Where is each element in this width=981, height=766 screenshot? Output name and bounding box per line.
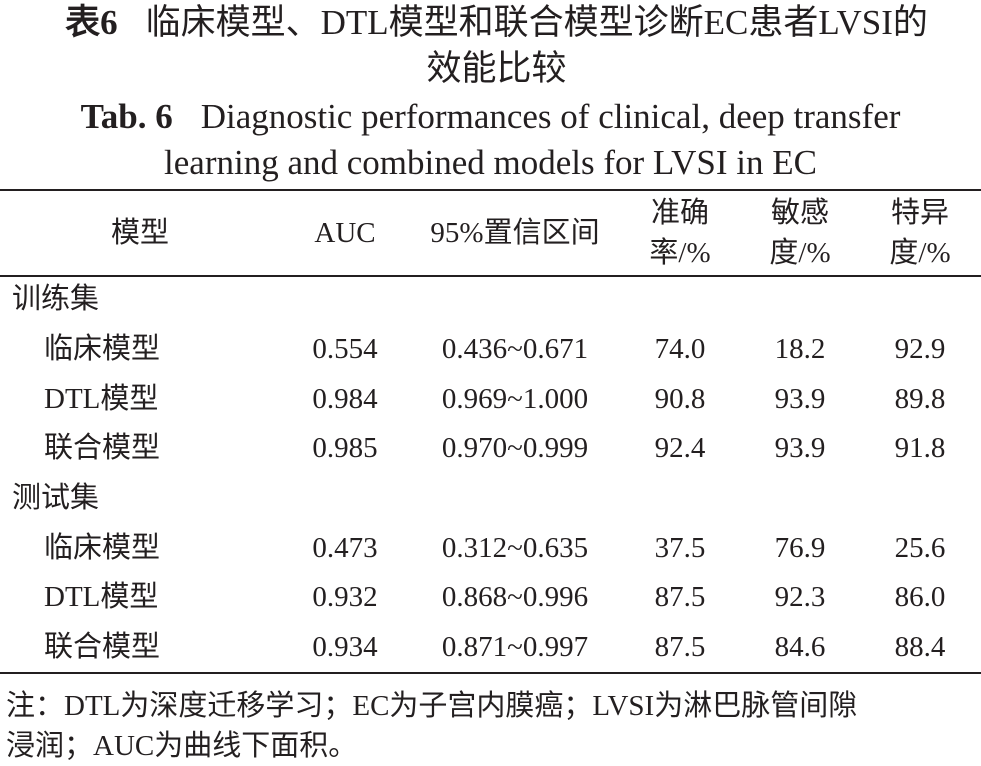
row-sensitivity: 84.6	[774, 631, 826, 663]
table-bottom-rule	[0, 672, 981, 674]
table-note-line2: 浸润；AUC为曲线下面积。	[6, 730, 358, 762]
row-specificity: 91.8	[894, 432, 946, 464]
caption-en-line2: learning and combined models for LVSI in…	[164, 143, 817, 182]
header-specificity-2: 度/%	[889, 237, 951, 269]
row-model: DTL模型	[44, 383, 159, 415]
row-sensitivity: 76.9	[774, 532, 826, 564]
row-ci: 0.312~0.635	[441, 532, 589, 564]
caption-cn-title-1: 临床模型、DTL模型和联合模型诊断EC患者LVSI的	[145, 3, 928, 42]
header-ci: 95%置信区间	[430, 217, 600, 249]
row-specificity: 88.4	[894, 631, 946, 663]
row-ci: 0.969~1.000	[441, 383, 589, 415]
row-auc: 0.554	[312, 333, 378, 365]
row-accuracy: 74.0	[654, 333, 706, 365]
table-top-rule	[0, 189, 981, 191]
caption-cn-line2: 效能比较	[426, 49, 567, 88]
caption-cn-label: 表6	[65, 3, 118, 42]
row-accuracy: 92.4	[654, 432, 706, 464]
header-auc: AUC	[314, 217, 376, 249]
table-header-rule	[0, 275, 981, 277]
row-specificity: 25.6	[894, 532, 946, 564]
row-auc: 0.473	[312, 532, 378, 564]
row-specificity: 89.8	[894, 383, 946, 415]
group-label-train: 训练集	[12, 283, 100, 315]
row-auc: 0.934	[312, 631, 378, 663]
row-sensitivity: 93.9	[774, 383, 826, 415]
header-accuracy-1: 准确	[650, 197, 709, 229]
caption-en-label: Tab. 6	[80, 97, 173, 136]
row-accuracy: 87.5	[654, 581, 706, 613]
caption-en-line1: Tab. 6 Diagnostic performances of clinica…	[0, 94, 981, 140]
row-sensitivity: 93.9	[774, 432, 826, 464]
row-ci: 0.871~0.997	[441, 631, 589, 663]
row-ci: 0.868~0.996	[441, 581, 589, 613]
row-specificity: 92.9	[894, 333, 946, 365]
row-auc: 0.984	[312, 383, 378, 415]
group-label-test: 测试集	[12, 482, 100, 514]
row-accuracy: 90.8	[654, 383, 706, 415]
header-sensitivity-2: 度/%	[769, 237, 831, 269]
table-note-line1: 注：DTL为深度迁移学习；EC为子宫内膜癌；LVSI为淋巴脉管间隙	[6, 690, 858, 722]
row-specificity: 86.0	[894, 581, 946, 613]
row-ci: 0.436~0.671	[441, 333, 589, 365]
row-auc: 0.932	[312, 581, 378, 613]
row-accuracy: 37.5	[654, 532, 706, 564]
row-sensitivity: 18.2	[774, 333, 826, 365]
row-model: 临床模型	[44, 532, 161, 564]
row-sensitivity: 92.3	[774, 581, 826, 613]
header-specificity-1: 特异	[890, 197, 949, 229]
row-model: 临床模型	[44, 333, 161, 365]
row-auc: 0.985	[312, 432, 378, 464]
header-model: 模型	[110, 217, 169, 249]
caption-cn-line1: 表6 临床模型、DTL模型和联合模型诊断EC患者LVSI的	[0, 0, 981, 46]
header-sensitivity-1: 敏感	[770, 197, 829, 229]
caption-en-title-1: Diagnostic performances of clinical, dee…	[200, 97, 901, 136]
row-accuracy: 87.5	[654, 631, 706, 663]
row-model: 联合模型	[44, 631, 161, 663]
row-model: DTL模型	[44, 581, 159, 613]
row-ci: 0.970~0.999	[441, 432, 589, 464]
header-accuracy-2: 率/%	[649, 237, 711, 269]
row-model: 联合模型	[44, 432, 161, 464]
